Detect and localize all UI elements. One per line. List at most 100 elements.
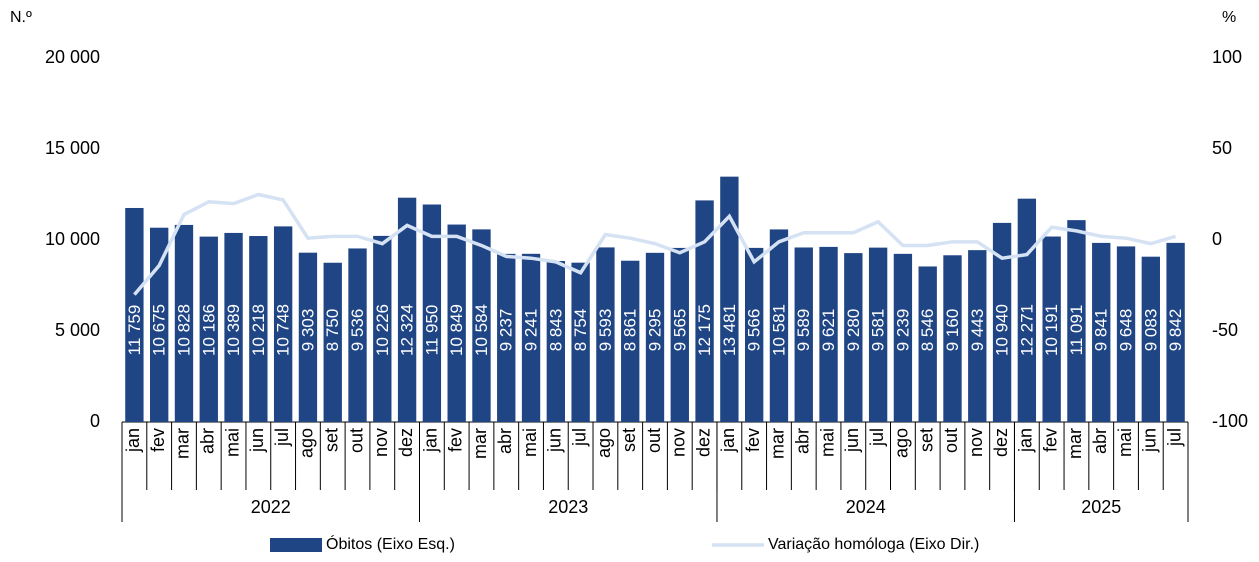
- value-label: 10 849: [447, 304, 466, 356]
- x-tick-label: mai: [222, 428, 242, 457]
- x-tick-label: mar: [173, 428, 193, 459]
- value-label: 9 241: [522, 309, 541, 352]
- bar: [844, 253, 863, 422]
- value-label: 9 536: [348, 309, 367, 352]
- y-unit: N.º: [10, 9, 32, 26]
- x-tick-label: mar: [768, 428, 788, 459]
- bar: [497, 253, 516, 422]
- value-label: 10 218: [249, 304, 268, 356]
- value-label: 11 759: [125, 305, 144, 356]
- y2-tick-label: 100: [1212, 47, 1242, 67]
- bar: [744, 247, 764, 422]
- x-tick-label: mai: [817, 428, 837, 457]
- value-label: 9 621: [819, 309, 838, 352]
- y-tick-label: 20 000: [45, 47, 100, 67]
- x-tick-label: abr: [198, 428, 218, 454]
- value-label: 9 280: [844, 309, 863, 352]
- x-tick-label: mai: [1115, 428, 1135, 457]
- y2-tick-label: 50: [1212, 138, 1232, 158]
- y2-tick-label: -50: [1212, 320, 1238, 340]
- value-label: 10 828: [174, 304, 193, 356]
- x-tick-label: fev: [1040, 428, 1060, 452]
- x-tick-label: jun: [247, 428, 267, 453]
- x-tick-label: jan: [1016, 428, 1036, 453]
- value-label: 10 748: [274, 304, 293, 356]
- bar: [546, 261, 566, 422]
- bar: [720, 176, 739, 422]
- bar: [125, 207, 144, 422]
- x-tick-label: set: [321, 428, 341, 452]
- value-label: 8 843: [546, 309, 565, 352]
- value-label: 9 295: [645, 309, 664, 352]
- x-tick-label: set: [916, 428, 936, 452]
- bar: [249, 236, 268, 422]
- value-label: 12 271: [1017, 304, 1036, 356]
- value-label: 9 303: [298, 309, 317, 352]
- value-label: 9 237: [497, 309, 516, 352]
- x-tick-label: jul: [272, 428, 292, 447]
- value-label: 9 648: [1117, 309, 1136, 352]
- value-label: 9 239: [893, 309, 912, 352]
- value-label: 9 842: [1166, 309, 1185, 352]
- bar: [472, 229, 491, 422]
- x-tick-label: nov: [371, 428, 391, 457]
- bar: [794, 247, 813, 422]
- bar: [943, 255, 962, 422]
- x-group-label: 2022: [251, 497, 291, 517]
- x-tick-label: jun: [1140, 428, 1160, 453]
- x-tick-label: abr: [1090, 428, 1110, 454]
- bar: [1141, 256, 1160, 422]
- bar: [769, 229, 789, 422]
- x-tick-label: fev: [148, 428, 168, 452]
- x-tick-label: ago: [594, 428, 614, 458]
- value-label: 10 940: [993, 304, 1012, 356]
- x-tick-label: dez: [693, 428, 713, 457]
- bar: [695, 200, 714, 422]
- bar: [621, 260, 640, 422]
- value-label: 9 589: [794, 309, 813, 352]
- x-tick-label: mai: [520, 428, 540, 457]
- value-label: 9 581: [869, 309, 888, 352]
- value-label: 9 565: [670, 309, 689, 352]
- x-group-label: 2023: [548, 497, 588, 517]
- x-tick-label: jun: [842, 428, 862, 453]
- y-tick-label: 15 000: [45, 138, 100, 158]
- value-label: 8 750: [323, 309, 342, 352]
- bar: [868, 247, 888, 422]
- bar: [373, 235, 392, 422]
- bar: [174, 224, 194, 422]
- bar: [273, 226, 293, 422]
- x-tick-label: ago: [297, 428, 317, 458]
- bar: [447, 224, 466, 422]
- x-tick-label: jul: [867, 428, 887, 447]
- x-tick-label: dez: [396, 428, 416, 457]
- value-label: 9 566: [745, 309, 764, 352]
- bar: [918, 266, 937, 422]
- value-label: 13 481: [720, 304, 739, 356]
- x-tick-label: dez: [991, 428, 1011, 457]
- y-tick-label: 5 000: [55, 320, 100, 340]
- value-label: 9 083: [1141, 309, 1160, 352]
- x-tick-label: mar: [470, 428, 490, 459]
- x-tick-label: abr: [495, 428, 515, 454]
- value-label: 10 675: [150, 304, 169, 356]
- y2-unit: %: [1222, 9, 1236, 26]
- x-tick-label: mar: [1065, 428, 1085, 459]
- x-tick-label: abr: [792, 428, 812, 454]
- bar: [1166, 242, 1185, 422]
- x-tick-label: fev: [445, 428, 465, 452]
- value-label: 8 861: [621, 309, 640, 352]
- bar: [571, 262, 590, 422]
- bar: [348, 248, 367, 422]
- x-tick-label: ago: [892, 428, 912, 458]
- bar: [298, 252, 318, 422]
- bar: [1116, 246, 1136, 422]
- x-group-label: 2024: [846, 497, 886, 517]
- bar: [670, 247, 689, 422]
- value-label: 8 546: [918, 309, 937, 352]
- x-tick-label: out: [346, 428, 366, 453]
- legend-label: Variação homóloga (Eixo Dir.): [768, 536, 979, 553]
- y2-tick-label: -100: [1212, 411, 1248, 431]
- value-label: 10 191: [1042, 304, 1061, 356]
- bar: [645, 252, 665, 422]
